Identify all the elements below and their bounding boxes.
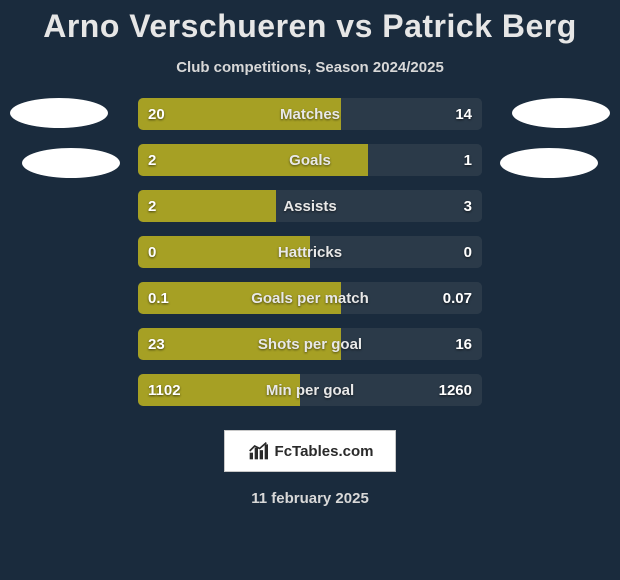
page-title: Arno Verschueren vs Patrick Berg (0, 0, 620, 45)
stat-fill-right (341, 328, 482, 360)
stat-row: Goals per match0.10.07 (138, 282, 482, 314)
stat-row: Hattricks00 (138, 236, 482, 268)
report-date: 11 february 2025 (0, 490, 620, 507)
stat-row: Matches2014 (138, 98, 482, 130)
subtitle: Club competitions, Season 2024/2025 (0, 59, 620, 76)
stat-fill-left (138, 190, 276, 222)
stat-fill-right (300, 374, 482, 406)
stat-fill-left (138, 236, 310, 268)
stat-fill-right (310, 236, 482, 268)
stat-rows: Matches2014 Goals21 Assists23 Hattricks00 Go… (138, 98, 482, 406)
player-left-badge-2 (22, 148, 120, 178)
stat-fill-right (341, 98, 482, 130)
stat-row: Min per goal11021260 (138, 374, 482, 406)
stat-fill-left (138, 374, 300, 406)
stat-row: Goals21 (138, 144, 482, 176)
player-left-badge-1 (10, 98, 108, 128)
stat-fill-left (138, 98, 341, 130)
stat-row: Shots per goal2316 (138, 328, 482, 360)
stat-fill-left (138, 144, 368, 176)
fctables-logo: FcTables.com (224, 430, 396, 472)
comparison-container: Matches2014 Goals21 Assists23 Hattricks00 Go… (0, 98, 620, 406)
logo-text: FcTables.com (275, 443, 374, 460)
stat-fill-right (276, 190, 482, 222)
stat-row: Assists23 (138, 190, 482, 222)
player-right-badge-1 (512, 98, 610, 128)
stat-fill-left (138, 328, 341, 360)
chart-icon (247, 441, 269, 461)
stat-fill-right (368, 144, 482, 176)
stat-fill-left (138, 282, 341, 314)
stat-fill-right (341, 282, 482, 314)
player-right-badge-2 (500, 148, 598, 178)
